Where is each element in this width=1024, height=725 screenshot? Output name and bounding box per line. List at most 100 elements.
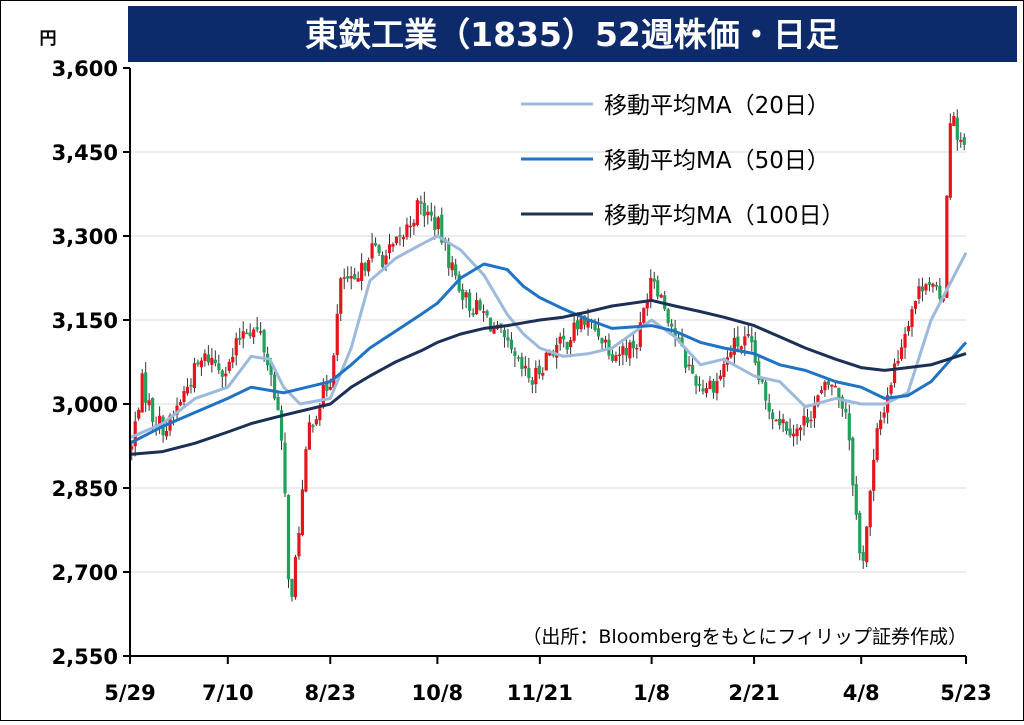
candle-body bbox=[450, 262, 454, 271]
candle-body bbox=[847, 413, 851, 441]
candle-body bbox=[534, 367, 538, 385]
legend-label: 移動平均MA（50日） bbox=[604, 148, 830, 174]
candle-body bbox=[879, 419, 883, 430]
candle-body bbox=[764, 382, 768, 401]
candle-body bbox=[429, 211, 433, 216]
source-note: （出所：Bloombergをもとにフィリップ証券作成） bbox=[522, 626, 967, 648]
candle-body bbox=[899, 347, 904, 359]
candle-body bbox=[234, 338, 238, 356]
chart-title: 東鉄工業（1835）52週株価・日足 bbox=[305, 15, 839, 54]
candle-body bbox=[471, 313, 475, 316]
candle-body bbox=[743, 336, 747, 346]
candle-body bbox=[321, 384, 325, 408]
candle-body bbox=[746, 334, 750, 336]
candle-body bbox=[760, 379, 764, 382]
candle-body bbox=[485, 310, 489, 316]
candle-body bbox=[318, 408, 322, 421]
candle-body bbox=[680, 337, 684, 347]
moving-average-lines bbox=[129, 234, 968, 456]
candle-body bbox=[548, 352, 552, 356]
candle-body bbox=[659, 294, 663, 298]
candle-body bbox=[415, 200, 419, 225]
candle-body bbox=[861, 552, 865, 561]
candle-body bbox=[328, 386, 332, 390]
candle-body bbox=[809, 419, 813, 422]
legend-label: 移動平均MA（20日） bbox=[604, 93, 830, 119]
candle-body bbox=[576, 320, 580, 330]
candle-body bbox=[224, 373, 228, 377]
candle-body bbox=[882, 412, 886, 418]
candle-body bbox=[401, 236, 406, 240]
candle-body bbox=[614, 355, 618, 361]
candle-body bbox=[147, 400, 151, 406]
candle-body bbox=[342, 277, 346, 279]
candle-body bbox=[617, 354, 622, 356]
candle-body bbox=[729, 352, 733, 358]
candle-body bbox=[255, 327, 259, 330]
candle-body bbox=[370, 243, 374, 259]
candle-body bbox=[464, 292, 468, 298]
candle-body bbox=[750, 336, 754, 343]
candle-body bbox=[697, 383, 702, 386]
candle-body bbox=[945, 195, 949, 298]
candle-body bbox=[771, 412, 775, 420]
candle-body bbox=[652, 278, 656, 282]
candle-body bbox=[624, 348, 628, 356]
candle-body bbox=[715, 380, 719, 394]
candle-body bbox=[492, 326, 496, 334]
candle-body bbox=[781, 419, 785, 424]
candle-body bbox=[906, 325, 911, 332]
candle-body bbox=[955, 117, 959, 140]
candle-body bbox=[516, 357, 520, 359]
candle-body bbox=[927, 282, 932, 285]
candle-body bbox=[272, 374, 277, 399]
legend-label: 移動平均MA（100日） bbox=[604, 203, 844, 229]
candle-body bbox=[520, 356, 524, 369]
candle-body bbox=[562, 335, 566, 340]
candle-body bbox=[645, 301, 649, 309]
y-tick-label: 2,850 bbox=[52, 477, 118, 501]
candle-body bbox=[631, 340, 635, 349]
candle-body bbox=[293, 556, 298, 598]
candle-body bbox=[279, 410, 284, 441]
x-tick-label: 8/23 bbox=[305, 681, 357, 705]
candle-body bbox=[335, 313, 339, 356]
candle-body bbox=[426, 211, 430, 216]
candle-body bbox=[304, 449, 308, 492]
candle-body bbox=[931, 283, 935, 287]
candle-body bbox=[569, 340, 573, 348]
y-tick-label: 2,550 bbox=[52, 645, 118, 669]
candle-body bbox=[795, 428, 799, 437]
candle-body bbox=[530, 380, 534, 385]
candle-body bbox=[349, 276, 353, 279]
candle-body bbox=[694, 375, 698, 386]
candle-body bbox=[819, 390, 824, 394]
candle-body bbox=[144, 372, 148, 403]
candle-body bbox=[840, 396, 844, 409]
candle-body bbox=[788, 428, 792, 436]
x-tick-label: 1/8 bbox=[633, 681, 670, 705]
candle-body bbox=[558, 336, 562, 344]
y-tick-label: 3,000 bbox=[52, 393, 118, 417]
candle-body bbox=[683, 348, 688, 368]
ma-line bbox=[129, 298, 967, 456]
candle-body bbox=[405, 224, 409, 238]
candle-body bbox=[185, 386, 190, 394]
candle-body bbox=[488, 317, 493, 332]
candle-body bbox=[527, 367, 531, 379]
candle-body bbox=[938, 285, 942, 299]
candle-body bbox=[582, 315, 587, 325]
candle-body bbox=[398, 235, 402, 237]
candle-body bbox=[910, 309, 914, 328]
candle-body bbox=[137, 409, 141, 419]
candle-body bbox=[638, 322, 642, 347]
candle-body bbox=[830, 384, 834, 387]
candle-body bbox=[962, 137, 966, 145]
candle-body bbox=[774, 419, 778, 422]
candle-body bbox=[687, 364, 691, 367]
candle-body bbox=[433, 216, 437, 230]
legend: 移動平均MA（20日） 移動平均MA（50日） 移動平均MA（100日） bbox=[521, 93, 844, 229]
candle-body bbox=[384, 255, 388, 265]
candle-body bbox=[875, 428, 879, 460]
